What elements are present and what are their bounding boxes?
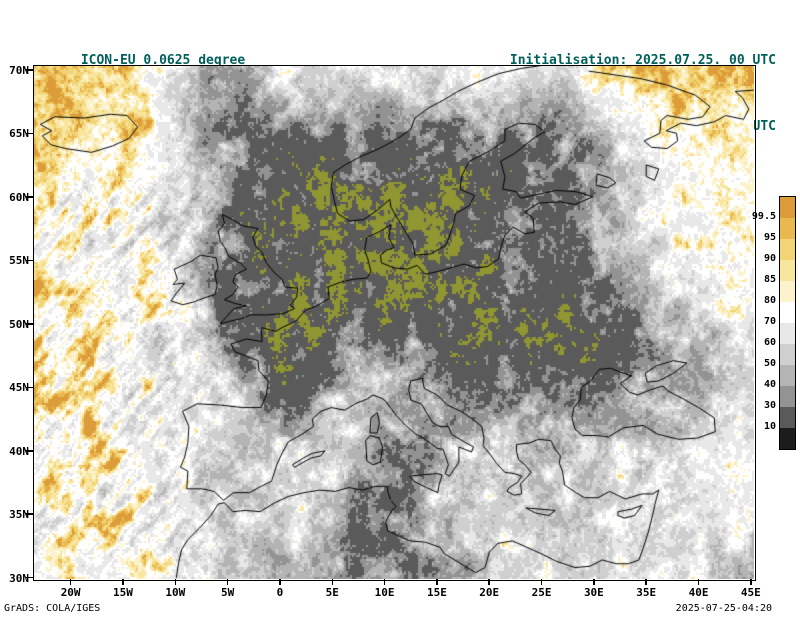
model-title: ICON-EU 0.0625 degree [80, 53, 246, 68]
lon-tick [645, 579, 647, 585]
lon-tick [697, 579, 700, 585]
lon-tick-label: 45E [740, 586, 761, 599]
lon-tick [174, 579, 177, 585]
lon-tick-label: 40E [688, 586, 709, 599]
colorbar-segment [780, 323, 795, 344]
lat-tick-label: 60N [9, 190, 29, 204]
lon-tick [750, 579, 752, 585]
lat-tick [26, 259, 33, 262]
lon-tick-label: 25E [531, 586, 552, 599]
colorbar-segment [780, 344, 795, 365]
lon-tick [383, 579, 386, 585]
lon-tick-label: 35E [636, 586, 657, 599]
lat-tick-label: 30N [9, 571, 29, 585]
colorbar-segment [780, 197, 795, 218]
lon-tick-label: 20W [60, 586, 81, 599]
lat-tick [26, 323, 33, 325]
lon-tick [593, 579, 595, 585]
lon-tick-label: 0 [276, 586, 284, 599]
colorbar-label: 85 [763, 274, 776, 285]
colorbar-segment [780, 386, 795, 407]
init-time: Initialisation: 2025.07.25. 00 UTC [509, 53, 776, 68]
colorbar-segment [780, 260, 795, 281]
lat-tick [26, 69, 33, 71]
cloud-cover-map [34, 66, 754, 579]
colorbar-label: 40 [763, 379, 776, 390]
colorbar-segment [780, 281, 795, 302]
colorbar [779, 196, 796, 450]
lon-tick-label: 10W [165, 586, 186, 599]
lat-tick [26, 386, 33, 388]
grads-credit: GrADS: COLA/IGES [4, 603, 101, 614]
colorbar-segment [780, 302, 795, 323]
lat-tick-label: 50N [9, 317, 29, 331]
lat-tick [26, 576, 33, 579]
lat-tick [26, 132, 33, 135]
lon-tick-label: 5W [220, 586, 235, 599]
colorbar-label: 99.5 [751, 211, 776, 222]
lat-tick-label: 35N [9, 508, 29, 522]
lon-tick-label: 15W [113, 586, 133, 599]
colorbar-label: 30 [763, 400, 776, 411]
colorbar-segment [780, 407, 795, 428]
lon-tick [226, 579, 229, 585]
lat-tick [26, 513, 33, 515]
lon-tick [488, 579, 490, 585]
lon-tick-label: 20E [479, 586, 500, 599]
lat-tick [26, 196, 33, 198]
colorbar-label: 90 [763, 253, 776, 264]
lon-tick-label: 15E [426, 586, 447, 599]
colorbar-segment [780, 428, 795, 449]
colorbar-label: 60 [763, 337, 776, 348]
lat-tick-label: 45N [9, 381, 29, 395]
lon-tick [436, 579, 438, 585]
lon-tick [279, 579, 281, 585]
lat-tick [26, 450, 33, 452]
colorbar-segment [780, 218, 795, 239]
colorbar-label: 50 [763, 358, 776, 369]
colorbar-label: 80 [763, 295, 776, 306]
colorbar-segment [780, 239, 795, 260]
lon-tick [122, 579, 124, 585]
lat-tick-label: 55N [9, 254, 29, 268]
colorbar-label: 70 [763, 316, 776, 327]
lon-tick-label: 30E [583, 586, 604, 599]
lon-tick [331, 579, 333, 585]
colorbar-label: 95 [763, 232, 776, 243]
lon-tick-label: 10E [374, 586, 395, 599]
lon-tick-label: 5E [325, 586, 339, 599]
plot-timestamp: 2025-07-25-04:20 [675, 603, 772, 614]
lon-tick [69, 579, 72, 585]
colorbar-segment [780, 365, 795, 386]
lat-tick-label: 40N [9, 444, 29, 458]
lon-tick [540, 579, 543, 585]
lat-tick-label: 65N [9, 127, 29, 141]
lat-tick-label: 70N [9, 63, 29, 77]
colorbar-label: 10 [763, 421, 776, 432]
